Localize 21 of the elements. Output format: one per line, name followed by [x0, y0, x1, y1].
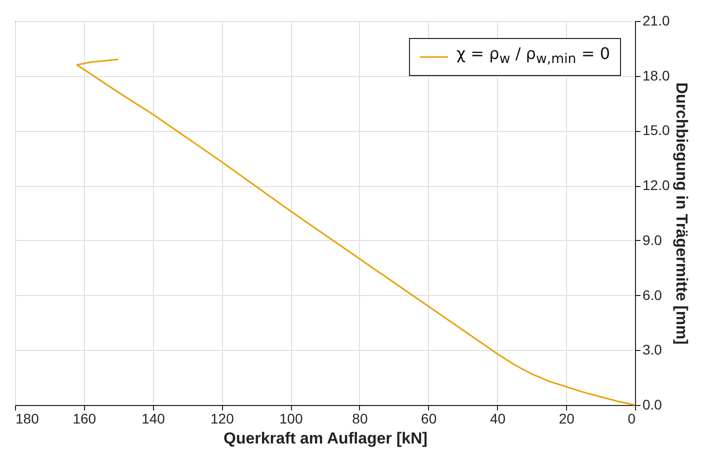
y-tick-label: 18.0 — [642, 67, 670, 84]
x-tick-label: 40 — [490, 410, 506, 426]
x-tick-label: 160 — [72, 410, 96, 426]
y-tick-label: 0.0 — [642, 396, 662, 412]
y-tick-label: 6.0 — [642, 286, 662, 303]
x-tick-label: 60 — [421, 410, 437, 426]
x-tick-label: 180 — [16, 410, 40, 426]
x-tick-label: 120 — [210, 410, 234, 426]
x-tick-label: 0 — [628, 410, 636, 426]
y-tick-label: 9.0 — [642, 232, 662, 248]
y-tick-label: 21.0 — [642, 12, 670, 28]
legend-label: χ = ρ$_{w}$ / ρ$_{w,min}$ = 0 — [456, 43, 610, 70]
x-tick-label: 100 — [279, 410, 303, 426]
y-axis-title: Durchbiegung in Trägermitte [mm] — [672, 82, 690, 345]
x-axis-title: Querkraft am Auflager [kN] — [224, 430, 428, 448]
x-tick-label: 140 — [142, 410, 166, 426]
y-tick-label: 15.0 — [642, 122, 670, 138]
x-tick-label: 80 — [352, 410, 368, 426]
x-tick-label: 20 — [558, 410, 575, 426]
y-tick-label: 12.0 — [642, 177, 670, 194]
y-tick-label: 3.0 — [642, 342, 662, 358]
